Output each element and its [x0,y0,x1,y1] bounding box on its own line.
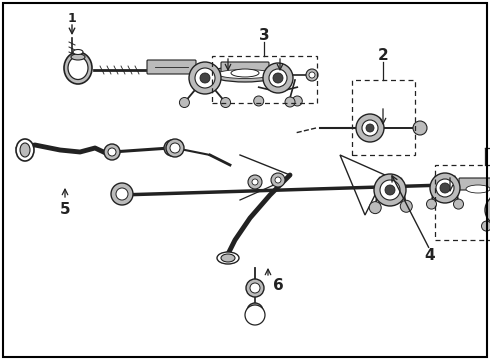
Circle shape [374,174,406,206]
Text: 1: 1 [68,12,76,24]
Circle shape [292,96,302,106]
Circle shape [413,121,427,135]
FancyBboxPatch shape [221,62,269,76]
FancyBboxPatch shape [147,60,196,74]
Circle shape [111,183,133,205]
Circle shape [366,124,374,132]
Circle shape [246,279,264,297]
Ellipse shape [221,254,235,262]
Bar [352,80,415,155]
Circle shape [245,305,265,325]
Text: 5: 5 [60,202,70,217]
Circle shape [285,97,295,107]
Circle shape [454,199,464,209]
Circle shape [271,173,285,187]
Circle shape [248,175,262,189]
Ellipse shape [466,185,490,193]
Circle shape [247,303,263,319]
Circle shape [104,144,120,160]
Circle shape [380,180,400,200]
Circle shape [309,72,315,78]
Circle shape [275,177,281,183]
FancyBboxPatch shape [459,178,490,190]
Text: 3: 3 [259,27,270,42]
Circle shape [195,68,215,88]
Circle shape [179,98,190,108]
Ellipse shape [20,143,30,157]
Circle shape [362,120,378,136]
Ellipse shape [68,57,88,80]
Ellipse shape [217,252,239,264]
Ellipse shape [16,139,34,161]
Circle shape [220,98,231,108]
Circle shape [356,114,384,142]
Circle shape [400,200,412,212]
Ellipse shape [64,52,92,84]
Ellipse shape [231,69,259,77]
Circle shape [263,63,293,93]
Text: 2: 2 [378,48,389,63]
Ellipse shape [210,66,280,82]
Circle shape [116,188,128,200]
Circle shape [108,148,116,156]
Circle shape [250,283,260,293]
Circle shape [306,69,318,81]
Ellipse shape [73,49,83,54]
Circle shape [440,183,450,193]
Circle shape [426,199,437,209]
Circle shape [385,185,395,195]
Circle shape [252,179,258,185]
Ellipse shape [71,54,85,60]
Circle shape [170,143,180,153]
Bar [212,56,317,103]
Circle shape [164,140,180,156]
Circle shape [200,73,210,83]
Circle shape [430,173,460,203]
Circle shape [485,195,490,225]
Circle shape [189,62,221,94]
Text: 6: 6 [272,278,283,292]
Circle shape [482,221,490,231]
Circle shape [436,179,454,197]
Bar [435,165,490,240]
Circle shape [166,139,184,157]
Circle shape [269,69,287,87]
Circle shape [273,73,283,83]
Text: 4: 4 [425,248,435,262]
Ellipse shape [218,69,272,78]
Circle shape [254,96,264,106]
Circle shape [369,202,381,213]
